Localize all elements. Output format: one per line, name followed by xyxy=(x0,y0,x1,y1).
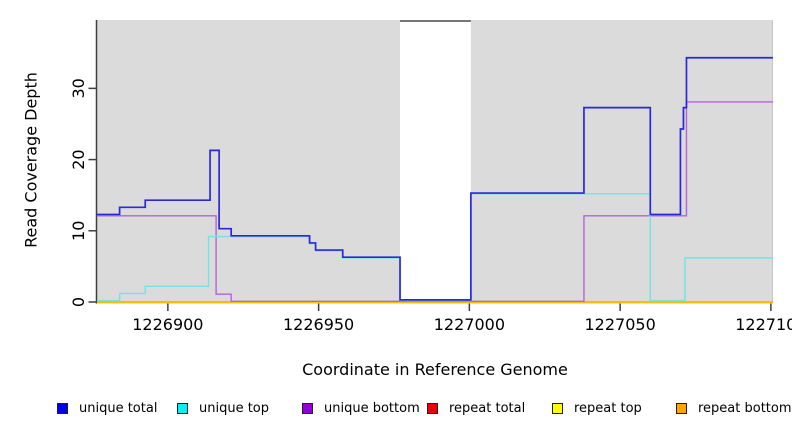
legend-label: unique bottom xyxy=(324,401,420,416)
no-data-band xyxy=(400,21,471,303)
x-tick-label: 1226900 xyxy=(132,315,203,334)
y-tick-label: 30 xyxy=(69,78,88,98)
repeat-total-swatch-icon xyxy=(427,403,438,414)
legend-item-repeat-top: repeat top xyxy=(552,401,642,416)
legend-item-unique-bottom: unique bottom xyxy=(302,401,420,416)
legend-item-unique-total: unique total xyxy=(57,401,157,416)
y-tick-label: 20 xyxy=(69,149,88,169)
repeat-bottom-swatch-icon xyxy=(676,403,687,414)
unique-total-swatch-icon xyxy=(57,403,68,414)
legend-label: repeat total xyxy=(449,401,526,416)
legend-item-unique-top: unique top xyxy=(177,401,269,416)
x-tick-label: 1227000 xyxy=(434,315,505,334)
axes: 0 10 20 30 1226900 1226950 1227000 1227050 12271… xyxy=(69,20,792,334)
x-tick-label: 1227100 xyxy=(735,315,792,334)
unique-bottom-swatch-icon xyxy=(302,403,313,414)
repeat-top-swatch-icon xyxy=(552,403,563,414)
x-axis-label: Coordinate in Reference Genome xyxy=(302,360,568,379)
legend-item-repeat-bottom: repeat bottom xyxy=(676,401,792,416)
y-tick-label: 0 xyxy=(69,297,88,307)
legend-item-repeat-total: repeat total xyxy=(427,401,525,416)
plot-background xyxy=(97,20,773,303)
legend-label: unique total xyxy=(79,401,158,416)
legend-label: unique top xyxy=(199,401,270,416)
x-tick-label: 1227050 xyxy=(584,315,655,334)
x-tick-label: 1226950 xyxy=(283,315,354,334)
series-line-unique-total xyxy=(97,56,773,301)
legend-label: repeat top xyxy=(574,401,642,416)
coverage-chart: 0 10 20 30 1226900 1226950 1227000 1227050 12271… xyxy=(69,20,792,334)
y-axis-label: Read Coverage Depth xyxy=(21,72,41,248)
unique-top-swatch-icon xyxy=(177,403,188,414)
y-tick-label: 10 xyxy=(69,221,88,241)
legend-label: repeat bottom xyxy=(698,401,792,416)
legend: unique total unique top unique bottom re… xyxy=(0,401,792,423)
series-lines xyxy=(97,56,773,304)
